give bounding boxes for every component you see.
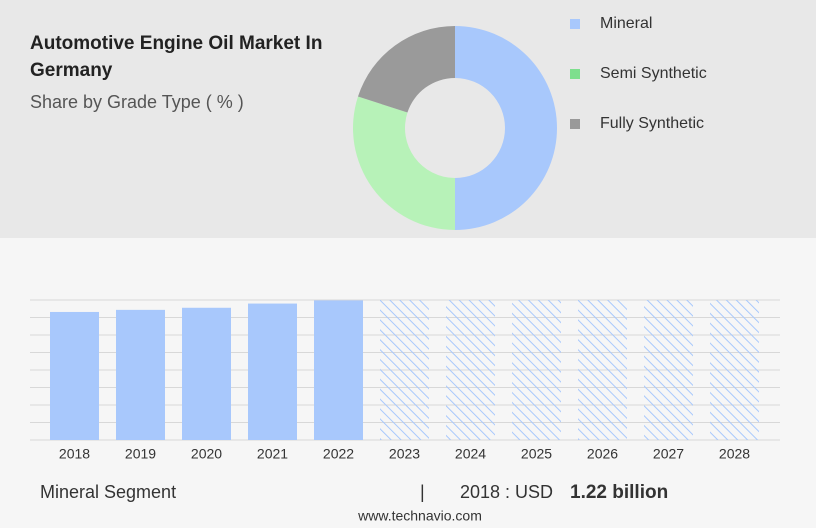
- x-tick-label: 2024: [455, 446, 486, 462]
- x-tick-label: 2025: [521, 446, 552, 462]
- forecast-bar: [578, 300, 627, 440]
- x-tick-label: 2027: [653, 446, 684, 462]
- legend-swatch: [570, 19, 580, 29]
- chart-subtitle: Share by Grade Type ( % ): [30, 92, 244, 112]
- forecast-bar: [710, 300, 759, 440]
- x-tick-label: 2020: [191, 446, 222, 462]
- forecast-bar: [446, 300, 495, 440]
- donut-slice: [357, 26, 455, 113]
- x-tick-label: 2022: [323, 446, 354, 462]
- bar: [50, 311, 99, 440]
- legend-label: Mineral: [600, 15, 652, 32]
- donut-slice: [353, 96, 455, 230]
- legend-swatch: [570, 119, 580, 129]
- year-label: 2018 : USD: [460, 482, 553, 502]
- legend-swatch: [570, 69, 580, 79]
- x-tick-label: 2026: [587, 446, 618, 462]
- x-tick-label: 2018: [59, 446, 90, 462]
- bar: [116, 309, 165, 440]
- bar: [182, 307, 231, 440]
- source: www.technavio.com: [357, 508, 482, 524]
- x-tick-label: 2023: [389, 446, 420, 462]
- value-label: 1.22 billion: [570, 482, 668, 503]
- x-tick-label: 2019: [125, 446, 156, 462]
- forecast-bar: [644, 300, 693, 440]
- chart-title: Automotive Engine Oil Market In Germany: [30, 33, 323, 81]
- x-tick-label: 2021: [257, 446, 288, 462]
- bar: [314, 300, 363, 440]
- segment-label: Mineral Segment: [40, 482, 176, 502]
- forecast-bar: [512, 300, 561, 440]
- bar: [248, 303, 297, 440]
- legend-label: Fully Synthetic: [600, 115, 704, 132]
- donut-slice: [455, 26, 557, 230]
- x-tick-label: 2028: [719, 446, 750, 462]
- legend-label: Semi Synthetic: [600, 65, 707, 82]
- forecast-bar: [380, 300, 429, 440]
- separator: |: [420, 482, 425, 502]
